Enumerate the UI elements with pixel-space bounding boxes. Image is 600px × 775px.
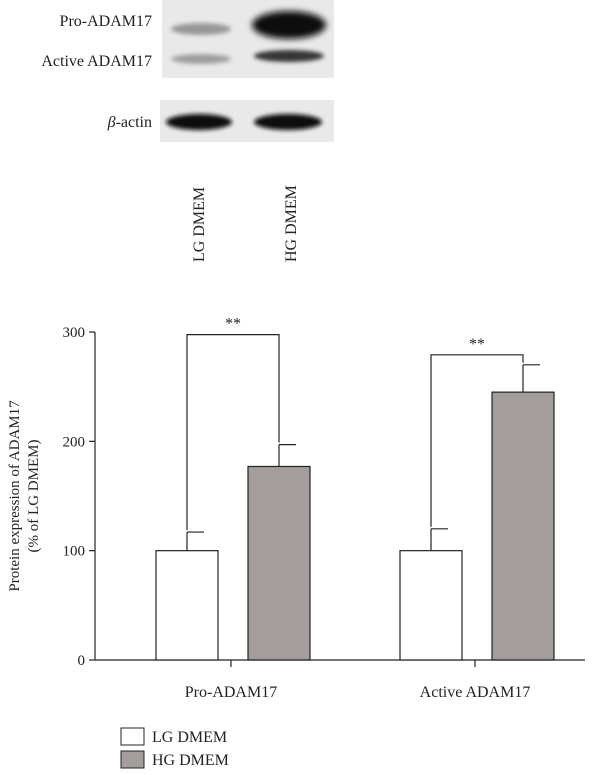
significance-label: ** [225,316,241,333]
bar-hg-dmem-pro-adam17 [247,465,311,661]
western-blot: Pro-ADAM17 Active ADAM17 β-actin LG DMEM… [41,0,334,262]
band-label-active: Active ADAM17 [41,53,152,70]
category-label: Active ADAM17 [420,684,531,701]
blot-membrane-top [162,0,334,78]
band-active-lg [171,54,231,64]
significance-bracket [186,334,280,531]
significance-label: ** [469,336,485,353]
legend-label-lg: LG DMEM [152,729,227,746]
band-label-actin: β-actin [107,114,152,131]
blot-bands-active [171,50,324,64]
legend-swatch-hg [120,750,145,769]
y-tick-label: 300 [63,325,86,341]
blot-bands-pro [171,11,326,39]
legend-item-hg: HG DMEM [120,750,229,769]
chart-marks: 0 100 200 300 Pro-ADAM17 ** Active ADAM17 ** [63,316,585,701]
y-axis-title-line1: Protein expression of ADAM17 [7,400,23,592]
y-axis-title-line2: (% of LG DMEM) [26,440,42,553]
legend-swatch-lg [120,727,145,746]
bar-hg-dmem-active-adam17 [491,391,555,661]
y-tick-label: 200 [63,434,86,450]
band-actin-hg [254,114,322,130]
band-active-hg [254,50,324,62]
lane-label-hg: HG DMEM [283,185,300,262]
legend: LG DMEM HG DMEM [120,727,229,769]
y-tick-label: 0 [78,653,86,669]
legend-label-hg: HG DMEM [152,752,229,769]
significance-bracket [430,354,524,527]
band-label-pro: Pro-ADAM17 [60,13,152,30]
bar-lg-dmem-pro-adam17 [155,550,219,661]
actin-suffix: -actin [116,114,152,131]
lane-label-lg: LG DMEM [191,187,208,262]
band-pro-hg [252,11,326,39]
legend-item-lg: LG DMEM [120,727,227,746]
bar-chart: Protein expression of ADAM17 (% of LG DM… [7,316,585,701]
blot-bands-actin [166,114,322,130]
beta-symbol: β [107,114,116,131]
bar-lg-dmem-active-adam17 [399,550,463,661]
y-tick-label: 100 [63,544,86,560]
band-pro-lg [171,23,231,35]
category-label: Pro-ADAM17 [185,684,277,701]
band-actin-lg [166,114,232,130]
